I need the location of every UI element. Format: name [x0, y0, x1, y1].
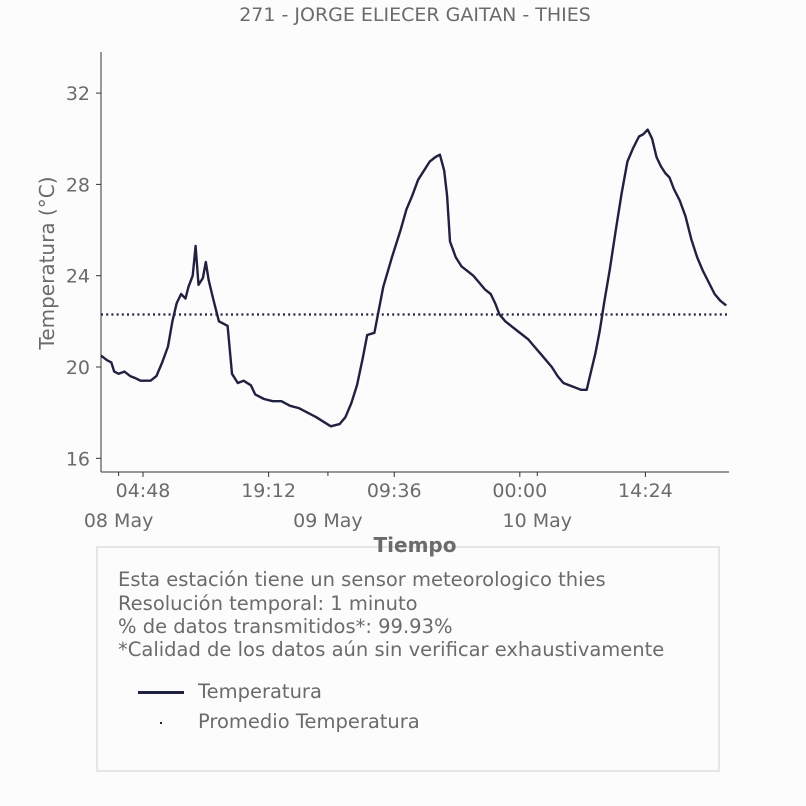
legend-label-promedio: Promedio Temperatura: [198, 710, 420, 733]
legend-line-swatch: [138, 691, 184, 694]
x-tick-label: 00:00: [492, 480, 547, 502]
x-tick-label: 09:36: [367, 480, 422, 502]
y-tick-label: 20: [66, 357, 90, 379]
y-tick-label: 32: [66, 83, 90, 105]
y-axis-label: Temperatura (°C): [35, 176, 59, 350]
x-date-label: 09 May: [293, 510, 363, 532]
y-tick-label: 16: [66, 448, 90, 470]
plot-area: 16 20 24 28 32 04:48 19:12 09:36 00:00 14:24 08 Ma…: [66, 52, 729, 532]
data-quality-note: *Calidad de los datos aún sin verificar …: [118, 638, 665, 661]
y-tick-label: 28: [66, 174, 90, 196]
legend-dot-swatch: [160, 722, 162, 724]
x-axis-label: Tiempo: [373, 533, 457, 557]
temperature-series-line: [100, 128, 727, 428]
data-transmitted-text: % de datos transmitidos*: 99.93%: [118, 615, 453, 638]
x-tick-label: 04:48: [116, 480, 171, 502]
x-tick-label: 19:12: [241, 480, 296, 502]
x-date-label: 08 May: [84, 510, 154, 532]
legend-label-temperatura: Temperatura: [198, 680, 322, 703]
info-box: Esta estación tiene un sensor meteorolog…: [96, 546, 720, 772]
chart-title: 271 - JORGE ELIECER GAITAN - THIES: [239, 4, 591, 26]
x-tick-label: 14:24: [618, 480, 673, 502]
x-date-label: 10 May: [503, 510, 573, 532]
station-sensor-text: Esta estación tiene un sensor meteorolog…: [118, 568, 606, 591]
y-tick-label: 24: [66, 266, 90, 288]
temporal-resolution-text: Resolución temporal: 1 minuto: [118, 592, 418, 615]
